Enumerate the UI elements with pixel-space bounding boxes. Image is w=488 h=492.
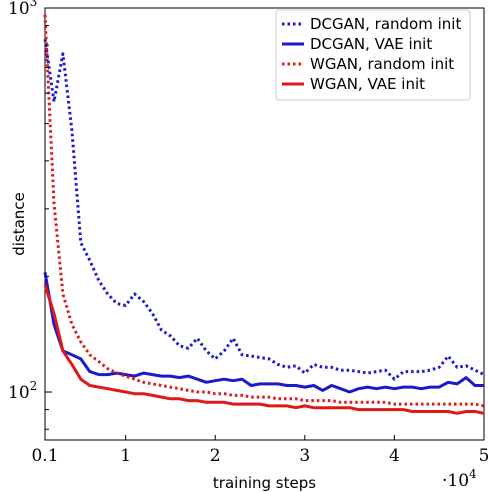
x-axis-multiplier-base: ·10 [442,471,469,491]
x-axis-multiplier: ·104 [442,467,477,491]
x-tick-label: 4 [389,446,400,466]
y-tick-label: 103 [8,0,37,19]
y-tick-label-base: 10 [8,383,30,403]
legend-label-2: WGAN, random init [310,55,454,73]
y-tick-label-exponent: 3 [30,0,38,9]
x-axis-ticks: 0.1 1 2 3 4 5 [31,435,488,466]
series-line-3 [43,284,485,415]
series-line-1 [43,272,484,394]
x-tick-label: 0.1 [31,446,58,466]
y-tick-label: 102 [8,379,37,403]
series-line-0 [43,38,485,381]
series-layer [43,14,485,415]
x-axis-multiplier-exponent: 4 [469,467,477,481]
x-tick-label: 1 [120,446,131,466]
y-tick-label-exponent: 2 [30,379,38,393]
y-axis-label: distance [10,192,28,256]
y-tick-label-base: 10 [8,0,30,19]
legend-label-3: WGAN, VAE init [310,75,425,93]
x-tick-label: 5 [479,446,488,466]
legend-box [275,9,471,101]
x-tick-label: 3 [299,446,310,466]
legend: DCGAN, random init DCGAN, VAE init WGAN, r… [275,9,471,101]
x-axis-label: training steps [213,474,316,492]
x-tick-label: 2 [210,446,221,466]
legend-label-0: DCGAN, random init [310,15,461,33]
series-line-2 [43,14,485,408]
plot-frame [44,7,485,441]
legend-label-1: DCGAN, VAE init [310,35,432,53]
